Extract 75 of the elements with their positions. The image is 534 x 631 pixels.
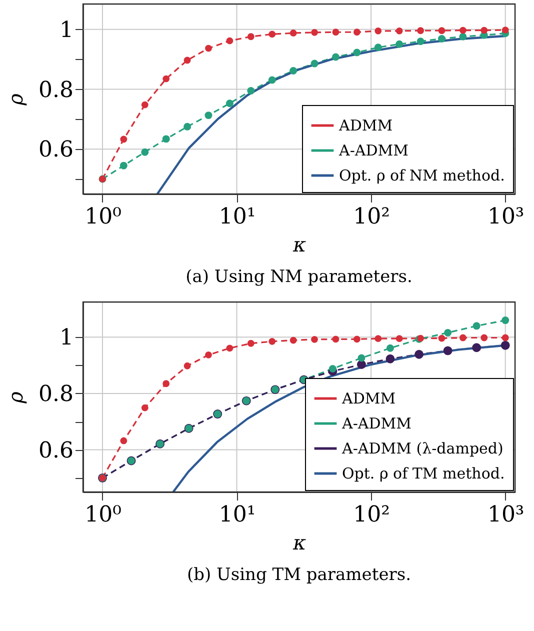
point (353, 48, 361, 56)
legend-label: A-ADMM (341, 414, 412, 432)
point (500, 340, 510, 350)
y-tick-label: 0.6 (38, 138, 74, 163)
point (205, 44, 212, 52)
point (328, 364, 336, 372)
y-tick-label: 1 (60, 18, 74, 43)
x-tick-label: 10⁰ (84, 502, 122, 528)
point (120, 162, 128, 170)
point (414, 350, 424, 359)
point (311, 28, 318, 36)
y-tick-label: 1 (60, 326, 74, 351)
y-axis-title: ρ (4, 93, 28, 106)
legend-label: ADMM (338, 116, 393, 134)
point (141, 148, 149, 156)
point (356, 360, 366, 369)
y-axis-title: ρ (4, 391, 28, 404)
y-tick-label: 0.8 (38, 78, 74, 103)
point (459, 32, 467, 40)
point (459, 26, 466, 34)
x-tick-label: 10¹ (218, 204, 256, 230)
point (141, 101, 148, 108)
x-tick-label: 10³ (487, 502, 524, 528)
x-tick-label: 10² (353, 502, 390, 528)
y-tick-label: 0.8 (38, 382, 74, 407)
point (472, 322, 480, 330)
legend-label: Opt. ρ of TM method. (342, 464, 505, 482)
point (268, 76, 276, 84)
point (386, 354, 395, 364)
point (353, 28, 360, 36)
x-tick-label: 10⁰ (84, 204, 122, 230)
point (502, 316, 510, 324)
point (444, 328, 452, 336)
point (374, 44, 382, 52)
point (417, 27, 424, 34)
point (247, 87, 255, 95)
point (438, 34, 446, 42)
point (332, 28, 340, 36)
point (396, 40, 404, 48)
point (226, 100, 234, 108)
text: (a) Using NM parameters. (186, 267, 412, 287)
x-tick-label: 10³ (487, 204, 524, 230)
legend-label: A-ADMM (338, 142, 408, 160)
x-axis-title: κ (292, 530, 306, 554)
point (120, 136, 128, 143)
point (374, 27, 382, 34)
x-tick-label: 10² (353, 204, 390, 230)
point (268, 30, 276, 38)
point (162, 75, 170, 82)
point (290, 30, 297, 36)
point (247, 33, 254, 40)
point (396, 27, 403, 34)
point (310, 60, 318, 68)
point (204, 112, 212, 120)
legend-label: Opt. ρ of NM method. (339, 166, 505, 184)
legend-label: A-ADMM (λ-damped) (341, 440, 504, 458)
point (290, 66, 298, 74)
point (162, 135, 170, 143)
x-axis-title: κ (292, 232, 306, 256)
point (502, 26, 509, 34)
point (416, 38, 424, 46)
text: (b) Using TM parameters. (186, 565, 412, 585)
point (386, 344, 394, 352)
point (480, 26, 488, 34)
point (226, 37, 234, 44)
point (438, 27, 446, 34)
point (332, 53, 340, 61)
point (443, 346, 452, 356)
point (184, 122, 192, 130)
x-tick-label: 10¹ (218, 502, 256, 528)
y-tick-label: 0.6 (38, 438, 74, 464)
point (358, 354, 366, 362)
point (184, 56, 191, 64)
legend-label: ADMM (341, 390, 396, 408)
point (472, 343, 482, 352)
